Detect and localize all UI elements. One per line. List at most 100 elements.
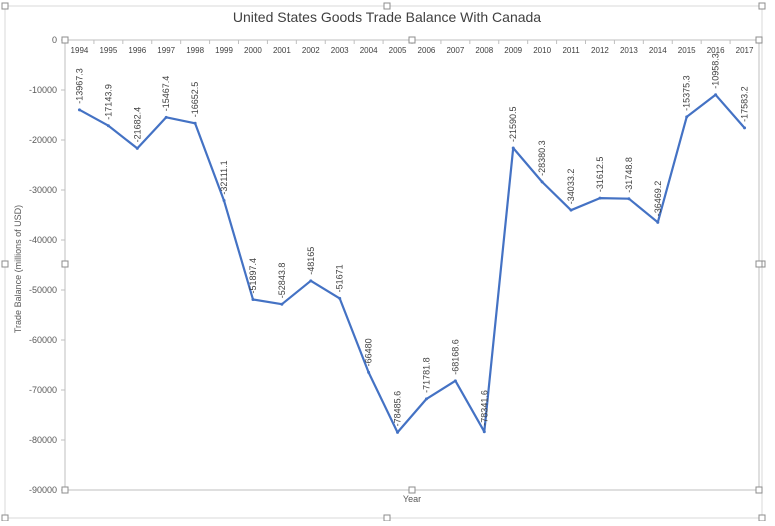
x-tick-label: 1994 (71, 46, 89, 55)
data-label: -51671 (335, 264, 345, 292)
data-point (222, 199, 226, 203)
data-label: -13967.3 (75, 68, 85, 104)
x-tick-label: 2017 (736, 46, 754, 55)
chart-resize-handle[interactable] (1, 260, 9, 268)
data-point (714, 93, 718, 97)
plot-resize-handle[interactable] (755, 486, 763, 494)
data-label: -66480 (364, 338, 374, 366)
plot-resize-handle[interactable] (408, 36, 416, 44)
x-tick-label: 1996 (128, 46, 146, 55)
x-tick-label: 2001 (273, 46, 291, 55)
data-point (106, 124, 110, 128)
data-label: -15467.4 (161, 76, 171, 112)
plot-resize-handle[interactable] (61, 486, 69, 494)
x-tick-label: 2009 (504, 46, 522, 55)
plot-resize-handle[interactable] (61, 36, 69, 44)
chart-title: United States Goods Trade Balance With C… (233, 9, 541, 25)
x-tick-label: 2006 (418, 46, 436, 55)
data-label: -51897.4 (248, 258, 258, 294)
series-line (78, 93, 746, 434)
x-tick-label: 1997 (157, 46, 175, 55)
x-tick-label: 2003 (331, 46, 349, 55)
x-axis-label: Year (403, 494, 421, 504)
chart-resize-handle[interactable] (758, 2, 766, 10)
y-axis-label: Trade Balance (millions of USD) (13, 205, 23, 333)
x-tick-label: 2004 (360, 46, 378, 55)
data-point (193, 121, 197, 125)
x-tick-label: 2002 (302, 46, 320, 55)
plot-resize-handle[interactable] (408, 486, 416, 494)
data-label: -36469.2 (653, 181, 663, 217)
plot-resize-handle[interactable] (61, 260, 69, 268)
data-point (656, 220, 660, 224)
data-label: -78485.6 (393, 391, 403, 427)
data-label: -71781.8 (422, 357, 432, 393)
chart-resize-handle[interactable] (1, 514, 9, 522)
data-label: -17583.2 (740, 86, 750, 122)
y-tick-label: -60000 (29, 335, 57, 345)
data-label: -21682.4 (132, 107, 142, 143)
x-tick-label: 2010 (533, 46, 551, 55)
chart-resize-handle[interactable] (1, 2, 9, 10)
data-point (164, 115, 168, 119)
data-label: -31748.8 (624, 157, 634, 193)
data-point (511, 146, 515, 150)
data-label: -15375.3 (682, 75, 692, 111)
data-point (135, 146, 139, 150)
data-point (627, 197, 631, 201)
data-point (280, 302, 284, 306)
x-tick-label: 1995 (99, 46, 117, 55)
y-tick-label: -10000 (29, 85, 57, 95)
chart-resize-handle[interactable] (383, 2, 391, 10)
y-tick-label: -80000 (29, 435, 57, 445)
data-point (540, 180, 544, 184)
data-label: -16652.5 (190, 82, 200, 118)
data-point (685, 115, 689, 119)
x-tick-label: 2000 (244, 46, 262, 55)
x-tick-label: 2012 (591, 46, 609, 55)
y-tick-label: -70000 (29, 385, 57, 395)
data-point (598, 196, 602, 200)
x-tick-label: 2015 (678, 46, 696, 55)
data-point (743, 126, 747, 130)
data-point (77, 108, 81, 112)
data-label: -28380.3 (537, 140, 547, 176)
x-tick-label: 2016 (707, 46, 725, 55)
chart-resize-handle[interactable] (758, 514, 766, 522)
data-label: -68168.6 (450, 339, 460, 375)
data-point (367, 370, 371, 374)
data-point (396, 430, 400, 434)
data-label: -48165 (306, 247, 316, 275)
data-point (309, 279, 313, 283)
x-tick-label: 2008 (475, 46, 493, 55)
x-tick-label: 2005 (389, 46, 407, 55)
data-label: -10958.3 (711, 53, 721, 89)
data-point (338, 296, 342, 300)
y-tick-label: -40000 (29, 235, 57, 245)
x-tick-label: 2014 (649, 46, 667, 55)
y-tick-label: 0 (52, 35, 57, 45)
data-point (453, 379, 457, 383)
x-tick-label: 2011 (562, 46, 580, 55)
data-point (251, 297, 255, 301)
data-point (482, 430, 486, 434)
y-tick-label: -20000 (29, 135, 57, 145)
x-tick-label: 2007 (446, 46, 464, 55)
data-point (424, 397, 428, 401)
data-label: -21590.5 (508, 106, 518, 142)
data-label: -78341.6 (479, 390, 489, 426)
x-tick-label: 1999 (215, 46, 233, 55)
plot-resize-handle[interactable] (755, 36, 763, 44)
plot-area: 0 -10000 -20000 -30000 -40000 -50000 -60000 -70… (29, 35, 760, 495)
data-label: -17143.9 (103, 84, 113, 120)
data-label: -52843.8 (277, 263, 287, 299)
data-point (569, 208, 573, 212)
plot-resize-handle[interactable] (755, 260, 763, 268)
data-label: -31612.5 (595, 157, 605, 193)
data-label: -34033.2 (566, 169, 576, 205)
chart-resize-handle[interactable] (383, 514, 391, 522)
y-tick-label: -50000 (29, 285, 57, 295)
